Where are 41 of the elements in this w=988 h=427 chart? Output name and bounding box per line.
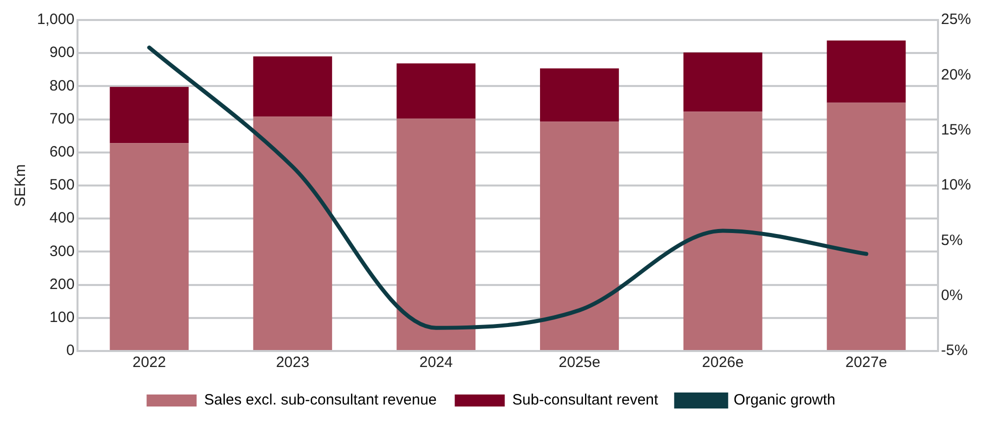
x-tick-label: 2027e — [845, 354, 888, 372]
y-tick-label: 600 — [50, 144, 75, 161]
y-axis-title: SEKm — [12, 164, 30, 207]
y-tick-label: 700 — [50, 110, 75, 128]
y-tick-label: 100 — [50, 309, 75, 326]
bar — [396, 63, 476, 119]
y2-tick-label: 0% — [940, 286, 963, 304]
bar — [826, 102, 906, 350]
y2-tick-label: 15% — [940, 121, 972, 138]
y-tick-label: 800 — [50, 77, 75, 94]
bar — [540, 68, 619, 122]
x-tick-label: 2026e — [702, 354, 744, 372]
bar — [253, 56, 332, 117]
y-tick-label: 500 — [50, 176, 75, 194]
y-tick-label: 900 — [50, 44, 75, 62]
y-tick-label: 200 — [50, 276, 75, 293]
y2-tick-label: 10% — [940, 176, 972, 194]
y2-tick-label: 25% — [940, 11, 972, 28]
y-tick-label: 1,000 — [36, 11, 75, 28]
bar — [396, 118, 476, 350]
x-tick-label: 2025e — [558, 354, 600, 372]
bar — [253, 116, 332, 350]
x-tick-label: 2024 — [419, 354, 453, 372]
y2-tick-label: -5% — [940, 342, 968, 360]
y-tick-label: 400 — [50, 210, 75, 227]
y-tick-label: 300 — [50, 242, 75, 260]
y-tick-label: 0 — [66, 342, 75, 360]
bar — [683, 52, 762, 112]
legend-label: Sales excl. sub-consultant revenue — [204, 392, 437, 409]
bar — [110, 143, 189, 350]
legend-label: Sub-consultant revent — [512, 392, 660, 409]
x-tick-label: 2022 — [132, 354, 166, 372]
y2-tick-label: 5% — [940, 232, 963, 249]
x-tick-label: 2023 — [276, 354, 310, 372]
line-series — [147, 46, 868, 330]
y2-tick-label: 20% — [940, 66, 972, 84]
bar — [683, 112, 762, 350]
bar — [110, 86, 189, 144]
bar — [826, 40, 906, 103]
bar — [540, 122, 619, 350]
legend-label: Organic growth — [734, 392, 836, 409]
